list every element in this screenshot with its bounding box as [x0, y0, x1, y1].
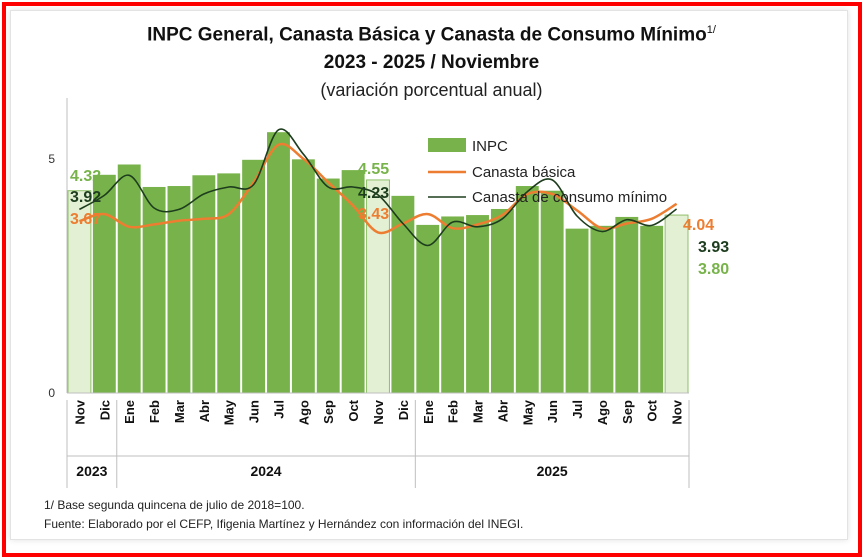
title-footnote-mark: 1/ [706, 24, 716, 36]
legend-label-canasta-basica: Canasta básica [472, 164, 576, 181]
bar-inpc [92, 174, 116, 393]
bar-inpc [391, 195, 415, 393]
bar-inpc [242, 159, 266, 393]
x-tick-label: Feb [446, 400, 461, 423]
x-tick-label: Nov [670, 399, 685, 424]
x-tick-label: Feb [147, 400, 162, 423]
bar-inpc [615, 216, 639, 393]
x-tick-label: Abr [495, 400, 510, 422]
x-tick-label: Abr [197, 400, 212, 422]
title-text: INPC General, Canasta Básica y Canasta d… [147, 24, 707, 46]
bar-inpc [416, 224, 440, 393]
bar-inpc [142, 186, 166, 393]
legend-swatch-inpc [428, 138, 466, 152]
line-canasta-basica [78, 142, 678, 235]
chart-units: (variación porcentual anual) [320, 80, 543, 100]
year-label: 2023 [76, 463, 107, 479]
bar-inpc [590, 225, 614, 393]
data-label: 4.32 [70, 168, 101, 185]
bar-inpc [341, 170, 365, 393]
x-tick-label: Sep [321, 400, 336, 424]
bar-inpc [540, 190, 564, 393]
x-tick-label: Mar [172, 400, 187, 423]
bar-inpc [267, 132, 290, 393]
x-tick-label: Ago [595, 400, 610, 425]
data-label: 4.55 [358, 161, 389, 178]
x-tick-label: Jul [272, 400, 287, 419]
footnote-base: 1/ Base segunda quincena de julio de 201… [44, 498, 305, 512]
x-tick-label: Dic [396, 400, 411, 420]
data-label: 4.23 [358, 185, 389, 202]
footnote-source: Fuente: Elaborado por el CEFP, Ifigenia … [44, 517, 524, 531]
data-label: 3.43 [358, 206, 389, 223]
x-tick-label: Oct [346, 399, 361, 421]
y-tick-label: 0 [48, 386, 55, 400]
bar-inpc [117, 164, 141, 393]
line-canasta-consumo-minimo [79, 128, 678, 247]
bar-inpc [466, 215, 489, 393]
x-tick-label: Jul [570, 400, 585, 419]
x-tick-label: Sep [620, 400, 635, 424]
data-label: 3.67 [70, 211, 101, 228]
x-tick-label: Ene [122, 400, 137, 424]
bar-inpc [565, 228, 589, 393]
legend-label-inpc: INPC [472, 138, 508, 155]
x-tick-label: Jun [247, 400, 262, 423]
data-label: 3.80 [698, 261, 729, 278]
bar-inpc [217, 173, 241, 393]
x-tick-label: May [222, 399, 237, 425]
x-tick-label: Nov [72, 399, 87, 424]
x-tick-label: Ago [296, 400, 311, 425]
x-tick-label: May [520, 399, 535, 425]
bar-inpc [316, 178, 340, 393]
x-tick-label: Mar [471, 400, 486, 423]
year-label: 2025 [537, 463, 568, 479]
bar-inpc [515, 186, 539, 393]
legend-label-canasta-consumo: Canasta de consumo mínimo [472, 189, 667, 206]
chart-title: INPC General, Canasta Básica y Canasta d… [0, 24, 863, 46]
x-tick-label: Jun [545, 400, 560, 423]
bar-inpc [441, 216, 465, 393]
x-tick-label: Dic [97, 400, 112, 420]
bar-inpc [192, 175, 216, 393]
data-label: 4.04 [683, 217, 714, 234]
bar-inpc [640, 225, 664, 393]
bar-inpc [291, 159, 315, 393]
x-tick-label: Nov [371, 399, 386, 424]
bar-inpc [664, 214, 689, 394]
data-label: 3.93 [698, 239, 729, 256]
bar-inpc [490, 208, 514, 393]
bar-inpc [167, 186, 191, 393]
x-tick-label: Oct [645, 399, 660, 421]
y-tick-label: 5 [48, 152, 55, 166]
x-tick-label: Ene [421, 400, 436, 424]
year-label: 2024 [250, 463, 281, 479]
data-label: 3.92 [70, 189, 101, 206]
chart-subtitle: 2023 - 2025 / Noviembre [323, 52, 540, 73]
